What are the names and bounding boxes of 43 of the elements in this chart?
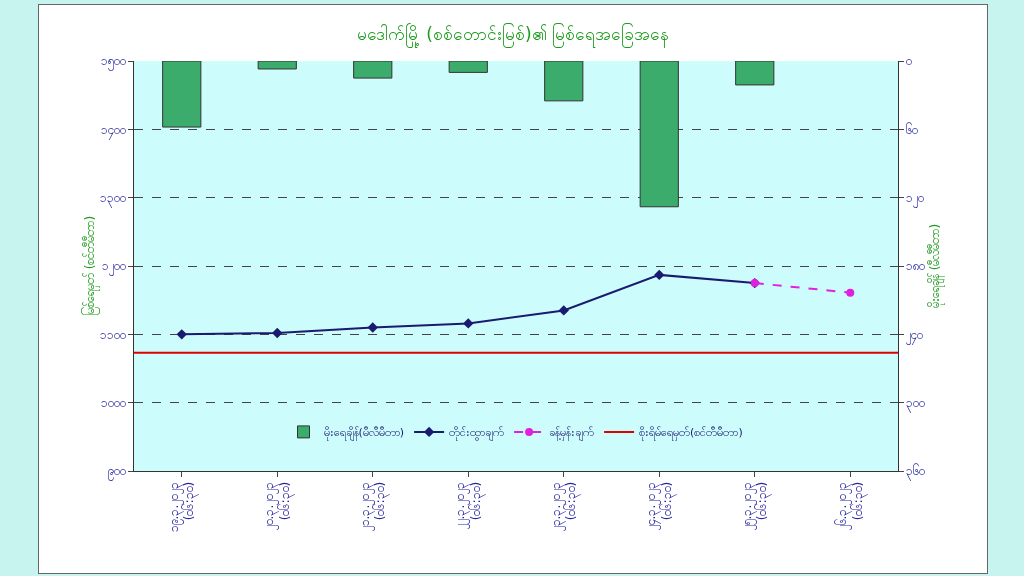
y-tick-label: ၁၁၀၀ xyxy=(99,327,126,342)
point xyxy=(176,329,187,340)
bar xyxy=(353,61,393,79)
y2-tick-label: ၀ xyxy=(906,54,913,69)
y-tick-label: ၁၃၀၀ xyxy=(99,190,126,208)
x-tick-label: ၂၀.၃.၂၀၂၃ (၀၆:၃၀) xyxy=(262,481,295,531)
legend-label: စိုးရိမ်ရေမှတ်(စင်တီမီတာ) xyxy=(639,426,743,442)
point xyxy=(272,327,283,339)
x-tick-label: ၂၆.၃.၂၀၂၃ (၀၆:၃၀) xyxy=(834,481,868,531)
y2-tick-label: ၁၈၀ xyxy=(906,259,926,274)
bar xyxy=(735,61,775,86)
x-tick-label: ၂၁.၃.၂၀၂၃ (၀၆:၃၀) xyxy=(357,481,391,532)
legend-label: တိုင်းထွာချက် xyxy=(449,426,505,442)
bar xyxy=(257,61,297,70)
x-tick-label: ၂၃.၃.၂၀၂၃ (၀၆:၃၀) xyxy=(548,481,582,532)
bar xyxy=(544,61,584,102)
point xyxy=(558,305,569,316)
x-tick-label: ၁၉.၃.၂၀၂၃ (၀၆:၃၀) xyxy=(166,481,200,533)
y-tick-label: ၁၅၀၀ xyxy=(100,54,126,72)
chart-title: မဒေါက်မြို့ (စစ်တောင်းမြစ်)၏ မြစ်ရေအခြေအနေ xyxy=(356,22,670,48)
y2-tick-label: ၂၄၀ xyxy=(906,327,924,345)
y2-tick-label: ၁၂၀ xyxy=(906,190,925,208)
legend-label: ခန့်မှန်းချက် xyxy=(549,426,595,442)
bar xyxy=(162,61,202,128)
y2-tick-label: ၃၀၀ xyxy=(906,395,926,413)
bar xyxy=(639,61,679,208)
y2-axis-title: မိုးရေချိန် (မီလီမီတာ) xyxy=(927,223,946,309)
y-tick-label: ၁၄၀၀ xyxy=(100,122,126,140)
x-tick-label: ၂၅.၃.၂၀၂၃ (၀၆:၃၀) xyxy=(739,481,773,531)
x-tick-label: ၂၄.၃.၂၀၂၃ (၀၆:၃၀) xyxy=(644,481,677,531)
x-tick-label: ၂၂.၃.၂၀၂၃ (၀၆:၃၀) xyxy=(453,481,486,530)
y2-tick-label: ၆၀ xyxy=(906,121,919,137)
y-tick-label: ၁၂၀၀ xyxy=(101,259,126,277)
point xyxy=(367,322,378,333)
point xyxy=(654,269,665,281)
y2-tick-label: ၃၆၀ xyxy=(906,463,926,482)
point xyxy=(463,318,474,329)
y-tick-label: ၉၀၀ xyxy=(107,464,126,482)
y-tick-label: ၁၀၀၀ xyxy=(100,395,126,410)
legend-label: မိုးရေချိန်(မီလီမီတာ) xyxy=(323,426,405,442)
bar xyxy=(448,61,488,73)
point xyxy=(846,288,855,297)
y-axis-title: မြစ်ရေမှတ် (စင်တီမီတာ) xyxy=(80,215,100,317)
